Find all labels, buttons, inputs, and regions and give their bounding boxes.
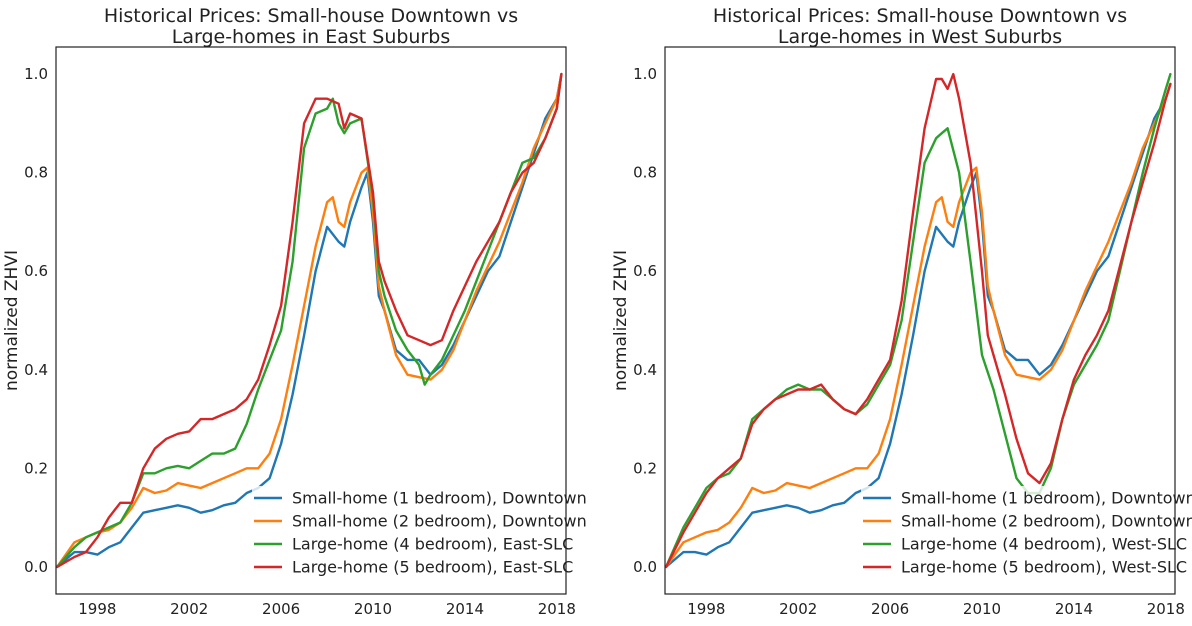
chart2-y-axis-label: normalized ZHVI: [611, 250, 631, 391]
chart2-x-tick-label: 2010: [963, 600, 1001, 618]
chart1-axes-frame: [55, 46, 567, 595]
chart1-y-tick-label: 0.4: [24, 361, 48, 379]
chart2-title-line: Historical Prices: Small-house Downtown …: [713, 5, 1127, 27]
chart2-y-tick-label: 0.8: [633, 164, 657, 182]
chart2-axes-frame: [664, 46, 1176, 595]
chart2-plot-area: [665, 72, 1172, 569]
chart1-y-tick-label: 0.6: [24, 262, 48, 280]
chart2-legend-box: [861, 486, 1167, 592]
chart1-series-line-3: [56, 72, 563, 569]
chart1-x-tick-label: 2018: [538, 600, 576, 618]
chart1-legend-box: [252, 486, 558, 592]
chart2-y-tick-label: 0.4: [633, 361, 657, 379]
chart2-y-tick-label: 0.6: [633, 262, 657, 280]
chart1-series-line-2: [56, 72, 563, 569]
chart2-legend-label: Large-home (4 bedroom), West-SLC: [901, 535, 1187, 554]
chart1-legend-label: Large-home (5 bedroom), East-SLC: [292, 558, 573, 577]
chart1-legend-label: Large-home (4 bedroom), East-SLC: [292, 535, 573, 554]
chart2-y-tick-label: 0.2: [633, 459, 657, 477]
chart1-legend-label: Small-home (2 bedroom), Downtown: [292, 512, 587, 531]
chart1-x-tick-label: 2010: [354, 600, 392, 618]
chart2-x-tick-label: 1998: [687, 600, 725, 618]
chart2-series-line-3: [665, 72, 1172, 569]
chart2-title-line: Large-homes in West Suburbs: [778, 26, 1062, 48]
chart1-x-tick-label: 2006: [262, 600, 300, 618]
chart1-y-tick-label: 0.2: [24, 459, 48, 477]
chart1-panel: Historical Prices: Small-house Downtown …: [2, 5, 587, 618]
chart1-plot-area: [56, 72, 563, 569]
chart2-x-tick-label: 2006: [871, 600, 909, 618]
chart2-legend-label: Large-home (5 bedroom), West-SLC: [901, 558, 1187, 577]
chart1-y-tick-label: 1.0: [24, 65, 48, 83]
chart1-x-tick-label: 1998: [78, 600, 116, 618]
chart1-x-tick-label: 2014: [446, 600, 484, 618]
chart1-y-axis-label: normalized ZHVI: [2, 250, 22, 391]
chart2-legend-label: Small-home (2 bedroom), Downtown: [901, 512, 1192, 531]
chart1-y-tick-label: 0.0: [24, 558, 48, 576]
chart1-title-line: Large-homes in East Suburbs: [172, 26, 451, 48]
chart2-x-tick-label: 2002: [779, 600, 817, 618]
chart1-y-tick-label: 0.8: [24, 164, 48, 182]
chart2-x-tick-label: 2014: [1055, 600, 1093, 618]
chart1-series-line-4: [56, 72, 563, 569]
chart2-y-tick-label: 1.0: [633, 65, 657, 83]
chart2-series-line-1: [665, 82, 1172, 569]
chart2-series-line-2: [665, 82, 1172, 569]
chart1-legend-label: Small-home (1 bedroom), Downtown: [292, 489, 587, 508]
chart2-legend-label: Small-home (1 bedroom), Downtown: [901, 489, 1192, 508]
chart1-series-line-1: [56, 72, 563, 569]
chart2-x-tick-label: 2018: [1147, 600, 1185, 618]
chart1-x-tick-label: 2002: [170, 600, 208, 618]
chart2-y-tick-label: 0.0: [633, 558, 657, 576]
chart2-panel: Historical Prices: Small-house Downtown …: [611, 5, 1192, 618]
chart2-series-line-4: [665, 72, 1172, 569]
chart1-title-line: Historical Prices: Small-house Downtown …: [104, 5, 518, 27]
